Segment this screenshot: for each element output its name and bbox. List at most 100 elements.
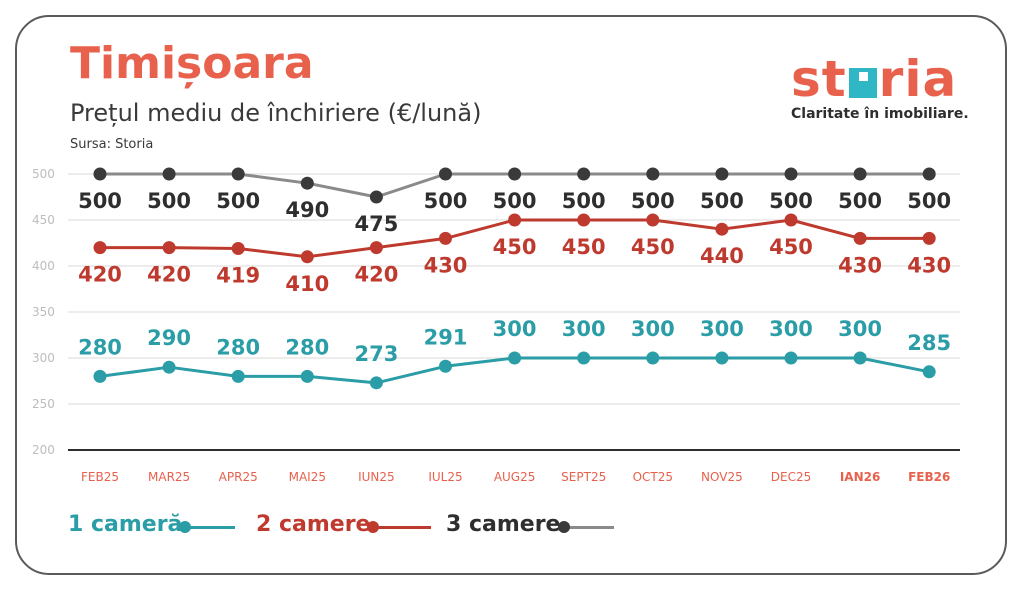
logo-tagline: Claritate în imobiliare. — [791, 106, 969, 122]
x-tick-label: FEB26 — [908, 470, 950, 484]
three-rooms-data-label: 490 — [285, 198, 329, 222]
three-rooms-point — [93, 167, 107, 181]
x-tick-label: NOV25 — [701, 470, 743, 484]
two-rooms-data-label: 430 — [907, 253, 951, 277]
two-rooms-point — [439, 231, 452, 245]
legend-swatch-line-three-rooms — [562, 526, 614, 529]
one-room-point — [300, 369, 314, 383]
two-rooms-point — [162, 241, 176, 255]
two-rooms-data-label: 450 — [562, 235, 606, 259]
one-room-data-label: 280 — [216, 335, 260, 359]
two-rooms-point — [784, 213, 798, 227]
three-rooms-point — [784, 167, 798, 181]
chart-card — [15, 15, 1007, 575]
two-rooms-point — [715, 222, 729, 236]
three-rooms-data-label: 500 — [424, 189, 468, 213]
one-room-point — [508, 351, 522, 365]
legend-swatch-dot-one-room — [179, 521, 191, 533]
one-room-data-label: 280 — [78, 335, 122, 359]
two-rooms-point — [646, 213, 660, 227]
two-rooms-data-label: 410 — [285, 272, 329, 296]
two-rooms-data-label: 430 — [424, 253, 468, 277]
x-tick-label: FEB25 — [81, 470, 119, 484]
two-rooms-point — [922, 231, 936, 245]
one-room-data-label: 300 — [493, 317, 537, 341]
source-note: Sursa: Storia — [70, 137, 154, 152]
one-room-point — [715, 351, 729, 365]
logo-square-icon — [848, 68, 877, 98]
one-room-point — [784, 351, 798, 365]
two-rooms-data-label: 450 — [631, 235, 675, 259]
storia-logo: st ria Claritate în imobiliare. — [791, 52, 969, 122]
x-tick-label: AUG25 — [494, 470, 536, 484]
two-rooms-point — [93, 241, 107, 255]
x-tick-label: DEC25 — [771, 470, 811, 484]
one-room-point — [369, 376, 383, 390]
three-rooms-data-label: 500 — [631, 189, 675, 213]
three-rooms-data-label: 500 — [216, 189, 260, 213]
one-room-data-label: 300 — [631, 317, 675, 341]
y-tick-label: 500 — [32, 167, 55, 181]
x-tick-label: IAN26 — [840, 470, 881, 484]
two-rooms-data-label: 450 — [493, 235, 537, 259]
y-tick-label: 350 — [32, 305, 55, 319]
legend-label-one-room: 1 cameră — [68, 512, 183, 537]
three-rooms-point — [369, 190, 383, 204]
two-rooms-point — [853, 231, 867, 245]
two-rooms-data-label: 440 — [700, 244, 744, 268]
one-room-point — [162, 360, 176, 374]
legend-label-two-rooms: 2 camere — [256, 512, 371, 537]
one-room-data-label: 300 — [769, 317, 813, 341]
logo-wordmark: st ria — [791, 52, 957, 106]
three-rooms-data-label: 500 — [147, 189, 191, 213]
one-room-data-label: 300 — [838, 317, 882, 341]
three-rooms-data-label: 500 — [700, 189, 744, 213]
three-rooms-point — [231, 167, 245, 181]
logo-word-start: st — [791, 50, 847, 108]
x-tick-label: MAR25 — [148, 470, 190, 484]
one-room-point — [577, 351, 591, 365]
three-rooms-data-label: 475 — [354, 212, 398, 236]
one-room-point — [231, 369, 245, 383]
y-tick-label: 200 — [32, 443, 55, 457]
one-room-point — [439, 359, 452, 373]
three-rooms-point — [162, 167, 176, 181]
two-rooms-point — [577, 213, 591, 227]
two-rooms-data-label: 419 — [216, 264, 260, 288]
three-rooms-data-label: 500 — [78, 189, 122, 213]
two-rooms-data-label: 420 — [147, 263, 191, 287]
legend-swatch-dot-three-rooms — [558, 521, 570, 533]
one-room-data-label: 300 — [700, 317, 744, 341]
three-rooms-point — [508, 167, 522, 181]
chart-subtitle: Prețul mediu de închiriere (€/lună) — [70, 99, 482, 127]
one-room-point — [922, 365, 936, 379]
legend-swatch-line-one-room — [183, 526, 235, 529]
three-rooms-point — [300, 176, 314, 190]
three-rooms-point — [922, 167, 936, 181]
logo-word-end: ria — [878, 50, 958, 108]
x-tick-label: APR25 — [219, 470, 258, 484]
three-rooms-data-label: 500 — [838, 189, 882, 213]
legend-swatch-line-two-rooms — [371, 526, 431, 529]
x-tick-label: OCT25 — [633, 470, 673, 484]
two-rooms-point — [300, 250, 314, 264]
one-room-point — [646, 351, 660, 365]
y-tick-label: 450 — [32, 213, 55, 227]
x-tick-label: IUN25 — [358, 470, 395, 484]
two-rooms-data-label: 420 — [78, 263, 122, 287]
one-room-data-label: 291 — [424, 325, 468, 349]
y-tick-label: 400 — [32, 259, 55, 273]
three-rooms-data-label: 500 — [907, 189, 951, 213]
three-rooms-point — [715, 167, 729, 181]
page-title: Timișoara — [70, 38, 314, 89]
two-rooms-data-label: 420 — [354, 263, 398, 287]
two-rooms-point — [231, 242, 245, 256]
one-room-data-label: 300 — [562, 317, 606, 341]
one-room-data-label: 290 — [147, 326, 191, 350]
y-tick-label: 300 — [32, 351, 55, 365]
two-rooms-point — [369, 241, 383, 255]
three-rooms-data-label: 500 — [769, 189, 813, 213]
three-rooms-point — [439, 167, 452, 181]
three-rooms-data-label: 500 — [562, 189, 606, 213]
